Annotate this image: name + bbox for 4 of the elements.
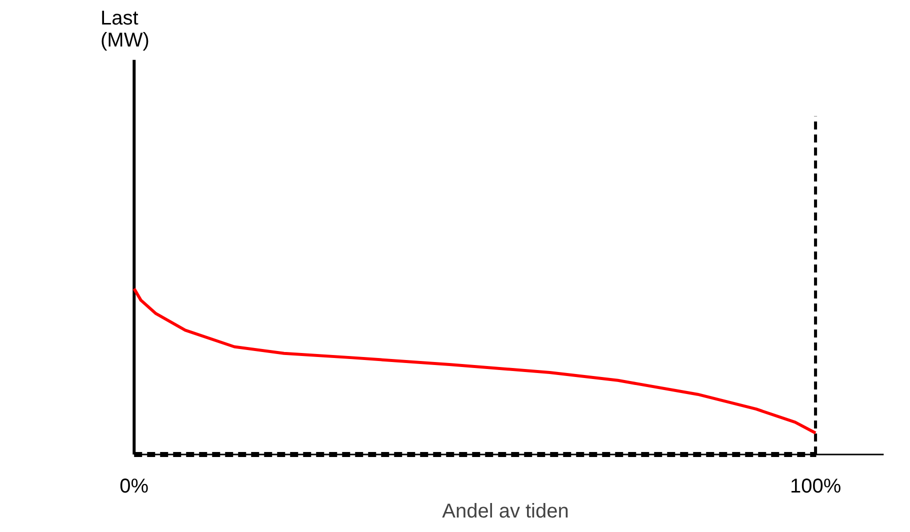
x-tick-label: 100% [790, 476, 842, 498]
text: Last (MW) [100, 8, 150, 52]
x-axis-title: Andel av tiden [442, 500, 569, 522]
x-tick-label: 0% [120, 476, 149, 498]
